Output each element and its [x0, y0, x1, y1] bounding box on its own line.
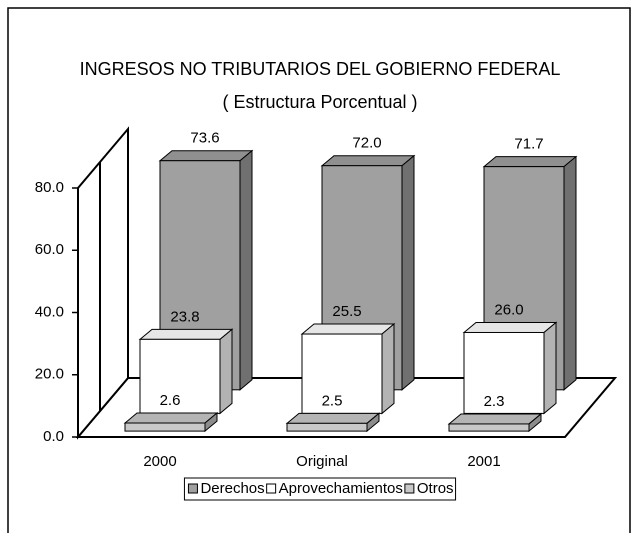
legend-label: Otros: [417, 480, 454, 497]
data-label: 25.5: [332, 303, 361, 320]
bar-top: [285, 412, 381, 424]
x-tick-label: 2000: [143, 453, 176, 470]
bar: [447, 412, 543, 433]
bar-side: [563, 155, 577, 391]
bar: [285, 412, 381, 433]
y-tick-label: 40.0: [35, 303, 64, 320]
legend-swatch: [404, 483, 415, 494]
bar-front: [286, 422, 368, 432]
bar-side: [381, 322, 395, 415]
bar-top: [482, 156, 578, 168]
data-label: 2.3: [484, 393, 505, 410]
y-tick-label: 60.0: [35, 241, 64, 258]
data-label: 2.6: [160, 392, 181, 409]
bar-top: [447, 413, 543, 425]
bar-front: [301, 333, 383, 414]
data-label: 73.6: [190, 130, 219, 147]
legend-box: [183, 477, 457, 501]
bar: [300, 322, 396, 415]
chart-subtitle: ( Estructura Porcentual ): [222, 92, 417, 112]
y-tick-label: 20.0: [35, 366, 64, 383]
x-tick-label: Original: [296, 453, 348, 470]
bar-front: [448, 423, 530, 432]
bar-side: [239, 149, 253, 391]
legend-label: Derechos: [200, 480, 264, 497]
bar-side: [219, 328, 233, 415]
bar-top: [138, 328, 234, 340]
bar: [462, 321, 558, 415]
data-label: 23.8: [170, 308, 199, 325]
legend-swatch: [266, 483, 277, 494]
bar-top: [300, 323, 396, 335]
bar-side: [401, 154, 415, 391]
legend: Derechos Aprovechamientos Otros: [183, 477, 457, 501]
data-label: 71.7: [514, 136, 543, 153]
x-tick-label: 2001: [467, 453, 500, 470]
y-tick-label: 0.0: [43, 428, 64, 445]
data-label: 2.5: [322, 392, 343, 409]
bar-front: [139, 338, 221, 414]
chart-title: INGRESOS NO TRIBUTARIOS DEL GOBIERNO FED…: [80, 59, 561, 79]
bar-front: [124, 422, 206, 432]
bar-top: [320, 155, 416, 167]
bar-top: [158, 150, 254, 162]
bar-top: [123, 412, 219, 424]
bar-side: [543, 321, 557, 415]
bar: [123, 411, 219, 433]
bar: [138, 328, 234, 415]
bar-top: [462, 321, 558, 333]
legend-swatch: [187, 483, 198, 494]
bar-front: [463, 331, 545, 414]
data-label: 26.0: [494, 301, 523, 318]
y-tick-label: 80.0: [35, 179, 64, 196]
left-wall: [77, 126, 129, 440]
data-label: 72.0: [352, 135, 381, 152]
legend-label: Aprovechamientos: [279, 480, 403, 497]
